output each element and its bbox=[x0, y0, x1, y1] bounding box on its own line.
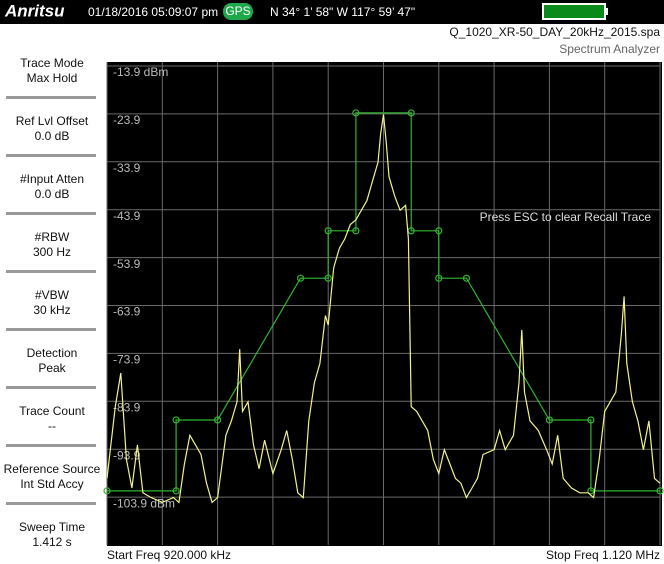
limit-point bbox=[214, 416, 222, 424]
limit-point bbox=[587, 416, 595, 424]
softkey-label: #RBW bbox=[35, 230, 70, 244]
start-freq: Start Freq 920.000 kHz bbox=[107, 548, 231, 562]
y-tick-label: -43.9 bbox=[113, 209, 141, 223]
softkey-label: Trace Mode bbox=[20, 56, 84, 70]
y-tick-label: -23.9 bbox=[113, 113, 141, 127]
softkey-separator bbox=[6, 386, 96, 389]
softkey-label: Trace Count bbox=[19, 404, 85, 418]
softkey-separator bbox=[6, 212, 96, 215]
limit-point bbox=[352, 227, 360, 235]
plot: -13.9 dBm -23.9 -33.9 -43.9 -53.9 -63.9 -73.9 -… bbox=[103, 62, 664, 545]
softkey-label: Reference Source bbox=[4, 462, 101, 476]
y-tick-label: -83.9 bbox=[113, 400, 141, 414]
softkey[interactable]: Trace Count-- bbox=[19, 404, 85, 433]
softkey-value: 0.0 dB bbox=[35, 187, 70, 201]
plot-area bbox=[107, 62, 662, 546]
softkey-separator bbox=[6, 502, 96, 505]
limit-point bbox=[435, 227, 443, 235]
softkey-separator bbox=[6, 96, 96, 99]
softkey-value: 30 kHz bbox=[33, 303, 70, 317]
limit-point bbox=[545, 416, 554, 424]
y-tick-label: -103.9 dBm bbox=[113, 496, 175, 510]
softkey-value: 1.412 s bbox=[32, 535, 71, 549]
limit-point bbox=[587, 487, 595, 495]
y-tick-label: -33.9 bbox=[113, 161, 141, 175]
softkey-separator bbox=[6, 270, 96, 273]
gps-badge bbox=[223, 3, 253, 20]
limit-point bbox=[352, 109, 360, 117]
limit-point bbox=[172, 487, 180, 495]
softkey-label: Detection bbox=[27, 346, 78, 360]
limit-point bbox=[103, 487, 111, 495]
limit-line bbox=[107, 112, 660, 492]
softkey-value: -- bbox=[48, 419, 56, 433]
softkey-label: Ref Lvl Offset bbox=[16, 114, 89, 128]
limit-point bbox=[324, 227, 332, 235]
y-tick-label: -93.9 bbox=[113, 448, 141, 462]
y-tick-label: -53.9 bbox=[113, 257, 141, 271]
limit-point bbox=[172, 416, 180, 424]
softkey-value: Int Std Accy bbox=[20, 477, 83, 491]
softkey-value: 300 Hz bbox=[33, 245, 71, 259]
limit-point bbox=[324, 274, 332, 282]
limit-point bbox=[296, 274, 305, 282]
limit-point bbox=[435, 274, 443, 282]
softkey-label: Sweep Time bbox=[19, 520, 85, 534]
annotation: Press ESC to clear Recall Trace bbox=[480, 210, 652, 224]
limit-point bbox=[656, 487, 664, 495]
softkey-separator bbox=[6, 328, 96, 331]
softkey-value: 0.0 dB bbox=[35, 129, 70, 143]
limit-point bbox=[462, 274, 471, 282]
filename: Q_1020_XR-50_DAY_20kHz_2015.spa bbox=[449, 25, 660, 39]
mode: Spectrum Analyzer bbox=[559, 42, 660, 56]
battery bbox=[542, 3, 606, 20]
gps-label: GPS bbox=[225, 4, 250, 18]
softkey-separator bbox=[6, 154, 96, 157]
stop-freq: Stop Freq 1.120 MHz bbox=[546, 548, 660, 562]
limit-point bbox=[407, 109, 415, 117]
softkey-label: #Input Atten bbox=[20, 172, 84, 186]
logo: Anritsu bbox=[4, 1, 65, 20]
y-tick-label: -63.9 bbox=[113, 305, 141, 319]
softkey-separator bbox=[6, 444, 96, 447]
y-tick-label: -13.9 dBm bbox=[113, 65, 168, 79]
softkey-value: Peak bbox=[38, 361, 66, 375]
battery-tip bbox=[605, 8, 608, 15]
trace bbox=[107, 114, 661, 504]
coordinates: N 34° 1’ 58" W 117° 59’ 47" bbox=[270, 5, 415, 19]
softkey-label: #VBW bbox=[35, 288, 70, 302]
datetime: 01/18/2016 05:09:07 pm bbox=[88, 5, 218, 19]
y-tick-label: -73.9 bbox=[113, 353, 141, 367]
softkey-value: Max Hold bbox=[27, 71, 78, 85]
